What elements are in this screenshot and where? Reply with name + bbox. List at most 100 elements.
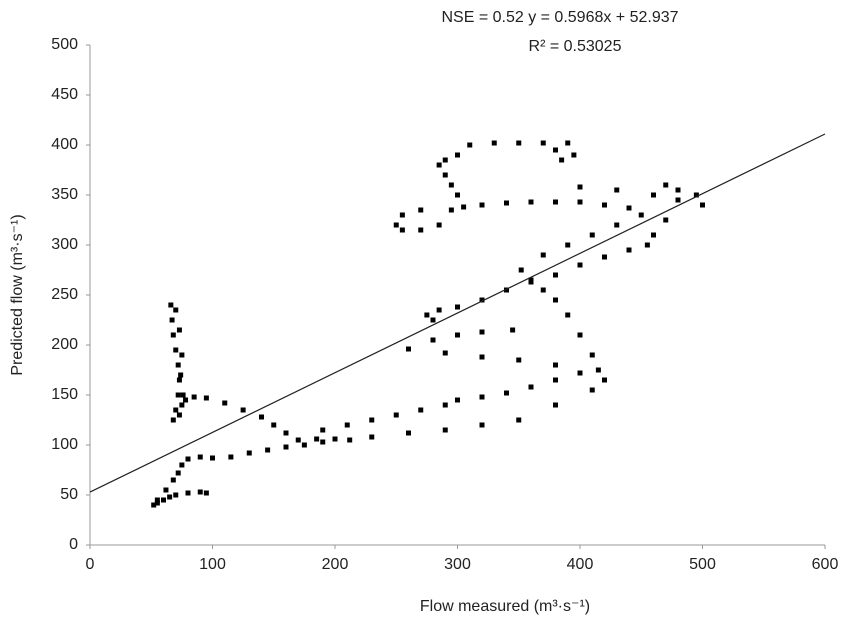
- point: [602, 254, 607, 260]
- point: [516, 140, 522, 146]
- point: [442, 402, 448, 408]
- point: [504, 390, 509, 396]
- point: [448, 207, 454, 213]
- point: [418, 207, 424, 213]
- point: [565, 140, 571, 146]
- point: [168, 302, 174, 308]
- point: [602, 202, 607, 208]
- point: [693, 192, 699, 198]
- point: [436, 307, 442, 313]
- point: [675, 197, 681, 203]
- point: [565, 242, 571, 248]
- point: [491, 140, 497, 146]
- point: [175, 470, 181, 476]
- point: [197, 454, 203, 460]
- point: [170, 477, 176, 483]
- point: [461, 204, 467, 210]
- point: [614, 187, 620, 193]
- point: [553, 199, 558, 205]
- point: [516, 357, 522, 363]
- point: [675, 187, 681, 193]
- point: [663, 182, 669, 188]
- point: [393, 222, 399, 228]
- y-tick-label: 250: [51, 286, 78, 303]
- point: [455, 152, 460, 158]
- point: [173, 492, 179, 498]
- point: [577, 199, 583, 205]
- point: [178, 372, 184, 378]
- point: [479, 422, 485, 428]
- point: [179, 352, 185, 358]
- y-tick-label: 400: [51, 136, 78, 153]
- point: [369, 417, 375, 423]
- point: [442, 350, 448, 356]
- point: [553, 272, 558, 278]
- point: [559, 157, 565, 163]
- point: [442, 427, 448, 433]
- point: [175, 392, 181, 398]
- point: [179, 402, 185, 408]
- point: [571, 152, 577, 158]
- point: [399, 212, 405, 218]
- y-tick-label: 150: [51, 386, 78, 403]
- x-tick-label: 0: [86, 556, 95, 573]
- y-tick-label: 500: [51, 36, 78, 53]
- point: [614, 222, 620, 228]
- point: [246, 450, 252, 456]
- point: [479, 297, 485, 303]
- point: [540, 287, 546, 293]
- x-axis-label: Flow measured (m³·s⁻¹): [420, 598, 590, 615]
- point: [577, 184, 583, 190]
- point: [228, 454, 234, 460]
- x-tick-label: 600: [812, 556, 839, 573]
- point: [442, 172, 448, 178]
- point: [528, 199, 534, 205]
- point: [553, 377, 558, 383]
- point: [259, 414, 264, 420]
- point: [424, 312, 430, 318]
- point: [577, 332, 583, 338]
- point: [169, 317, 175, 323]
- point: [448, 182, 454, 188]
- point: [185, 490, 191, 496]
- point: [180, 392, 186, 398]
- point: [553, 147, 558, 153]
- point: [651, 192, 656, 198]
- point: [455, 332, 460, 338]
- point: [565, 312, 571, 318]
- point: [589, 352, 595, 358]
- y-tick-label: 350: [51, 186, 78, 203]
- point: [283, 430, 289, 436]
- point: [528, 279, 534, 285]
- point: [176, 327, 182, 333]
- y-tick-label: 300: [51, 236, 78, 253]
- annotation: R² = 0.53025: [529, 38, 622, 55]
- point: [271, 422, 277, 428]
- point: [265, 447, 271, 453]
- point: [479, 394, 485, 400]
- point: [406, 346, 411, 352]
- trendline: [89, 133, 826, 493]
- point: [644, 242, 650, 248]
- point: [369, 434, 375, 440]
- point: [154, 497, 160, 503]
- point: [540, 252, 546, 258]
- x-tick-label: 500: [689, 556, 716, 573]
- point: [479, 329, 485, 335]
- point: [332, 436, 338, 442]
- point: [577, 370, 583, 376]
- point: [577, 262, 583, 268]
- point: [455, 192, 460, 198]
- point: [154, 500, 160, 506]
- point: [504, 287, 509, 293]
- point: [161, 497, 166, 503]
- point: [626, 205, 632, 211]
- x-tick-label: 400: [567, 556, 594, 573]
- point: [430, 317, 436, 323]
- point: [151, 502, 157, 508]
- point: [638, 212, 644, 218]
- point: [553, 362, 558, 368]
- point: [516, 417, 522, 423]
- point: [528, 384, 534, 390]
